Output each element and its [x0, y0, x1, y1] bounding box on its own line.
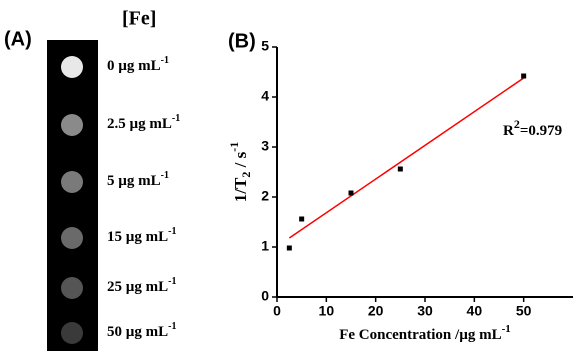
phantom-well — [61, 322, 83, 344]
y-tick-label: 2 — [261, 188, 269, 204]
y-tick-label: 3 — [261, 138, 269, 154]
phantom-strip — [47, 40, 98, 351]
panel-label: (A) — [4, 28, 32, 50]
annotation-rest: =0.979 — [520, 123, 562, 139]
phantom-well — [61, 114, 83, 136]
sample-text: 15 µg mL — [107, 229, 168, 245]
figure: (A) [Fe] (B) 0 µg mL-12.5 µg mL-15 µg mL… — [0, 0, 575, 351]
x-label-sup: -1 — [502, 323, 511, 335]
x-tick-label: 40 — [467, 303, 483, 319]
y-tick-label: 0 — [261, 288, 269, 304]
sample-text: 50 µg mL — [107, 324, 168, 340]
y-tick-label: 1 — [261, 238, 269, 254]
sample-sup: -1 — [161, 55, 169, 66]
data-point — [521, 74, 526, 79]
y-label-unit: / s — [231, 151, 250, 171]
sample-sup: -1 — [168, 276, 176, 287]
sample-text: 0 µg mL — [107, 58, 161, 74]
sample-label: 50 µg mL-1 — [107, 321, 177, 340]
x-axis-label: Fe Concentration /µg mL-1 — [339, 323, 511, 344]
phantom-well — [61, 277, 83, 299]
sample-label: 0 µg mL-1 — [107, 55, 169, 74]
sample-text: 5 µg mL — [107, 173, 161, 189]
sample-text: 25 µg mL — [107, 279, 168, 295]
sample-sup: -1 — [172, 113, 180, 124]
data-point — [398, 167, 403, 172]
x-tick-label: 0 — [273, 303, 281, 319]
x-tick-label: 30 — [417, 303, 433, 319]
y-tick-label: 4 — [261, 88, 269, 104]
sample-sup: -1 — [168, 226, 176, 237]
y-axis-label: 1/T2 / s-1 — [227, 142, 253, 202]
sample-label: 2.5 µg mL-1 — [107, 113, 180, 132]
phantom-well — [61, 56, 83, 78]
sample-text: 2.5 µg mL — [107, 116, 172, 132]
sample-sup: -1 — [161, 170, 169, 181]
sample-label: 5 µg mL-1 — [107, 170, 169, 189]
phantom-well — [61, 227, 83, 249]
panel-title: [Fe] — [122, 8, 156, 30]
x-tick-label: 50 — [516, 303, 532, 319]
y-label-sup: -1 — [227, 142, 241, 152]
annotation-text: R — [503, 123, 514, 139]
x-tick-label: 20 — [368, 303, 384, 319]
y-label-text: 1/T — [231, 177, 250, 202]
panel-label: (B) — [228, 30, 256, 52]
data-point — [349, 191, 354, 196]
x-tick-label: 10 — [319, 303, 335, 319]
sample-label: 25 µg mL-1 — [107, 276, 177, 295]
x-label-text: Fe Concentration /µg mL — [339, 327, 501, 343]
fit-line — [289, 78, 523, 238]
data-point — [299, 217, 304, 222]
data-point — [287, 246, 292, 251]
phantom-well — [61, 171, 83, 193]
sample-label: 15 µg mL-1 — [107, 226, 177, 245]
sample-sup: -1 — [168, 321, 176, 332]
annotation: R2=0.979 — [503, 117, 562, 140]
y-tick-label: 5 — [261, 38, 269, 54]
